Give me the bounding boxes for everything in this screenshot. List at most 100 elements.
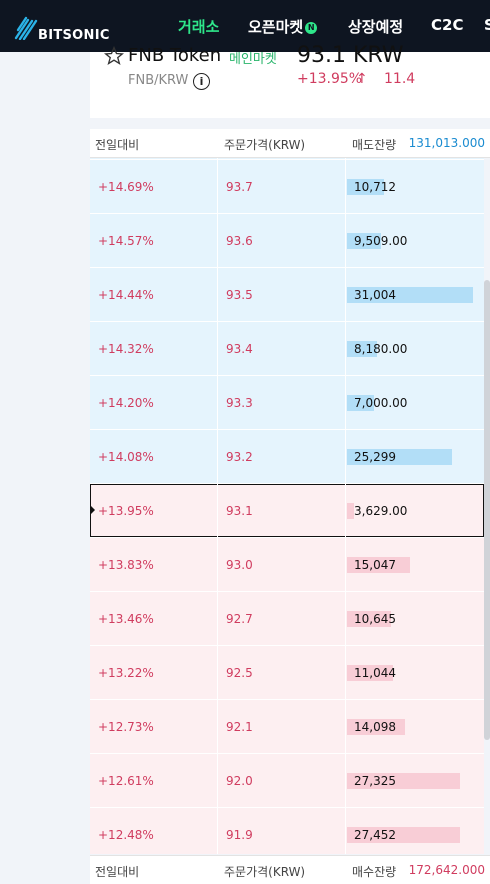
orderbook-row[interactable]: +12.61% 92.0 27,325 bbox=[90, 754, 484, 808]
volume-cell[interactable]: 7,000.00 bbox=[346, 376, 484, 429]
price-cell[interactable]: 93.3 bbox=[218, 376, 346, 429]
price-cell[interactable]: 92.5 bbox=[218, 646, 346, 699]
price-cell[interactable]: 93.0 bbox=[218, 538, 346, 591]
orderbook-header: 전일대비 주문가격(KRW) 매도잔량 131,013.000 bbox=[90, 129, 490, 158]
volume-value: 27,325 bbox=[354, 774, 396, 788]
orderbook-row[interactable]: +14.32% 93.4 8,180.00 bbox=[90, 322, 484, 376]
volume-cell[interactable]: 14,098 bbox=[346, 700, 484, 753]
volume-bar bbox=[347, 557, 410, 573]
orderbook-row[interactable]: +13.83% 93.0 15,047 bbox=[90, 538, 484, 592]
volume-cell[interactable]: 27,325 bbox=[346, 754, 484, 807]
change-percent-value: +14.32% bbox=[98, 342, 154, 356]
volume-cell[interactable]: 31,004 bbox=[346, 268, 484, 321]
order-price-value: 92.7 bbox=[226, 612, 253, 626]
orderbook-row[interactable]: +14.81%93.84,655.00 bbox=[90, 158, 484, 160]
volume-bar bbox=[347, 611, 391, 627]
volume-cell[interactable]: 8,180.00 bbox=[346, 322, 484, 375]
nav-item-open-market[interactable]: 오픈마켓 N bbox=[248, 16, 318, 37]
volume-bar bbox=[347, 233, 381, 249]
volume-cell[interactable]: 4,655.00 bbox=[346, 158, 484, 159]
volume-bar bbox=[347, 503, 354, 519]
volume-bar bbox=[347, 665, 393, 681]
volume-cell[interactable]: 10,712 bbox=[346, 160, 484, 213]
bitsonic-logo[interactable]: BITSONIC bbox=[14, 12, 109, 43]
volume-cell[interactable]: 10,645 bbox=[346, 592, 484, 645]
change-cell: +12.61% bbox=[90, 754, 218, 807]
order-price-value: 92.5 bbox=[226, 666, 253, 680]
change-percent-value: +13.95% bbox=[98, 504, 154, 518]
orderbook-row[interactable]: +12.73% 92.1 14,098 bbox=[90, 700, 484, 754]
volume-cell[interactable]: 27,452 bbox=[346, 808, 484, 854]
volume-cell[interactable]: 11,044 bbox=[346, 646, 484, 699]
token-summary: FNB Token 메인마켓 93.1 KRW FNB/KRW i +13.95… bbox=[90, 43, 490, 118]
orderbook-row[interactable]: +14.20% 93.3 7,000.00 bbox=[90, 376, 484, 430]
volume-value: 9,509.00 bbox=[354, 234, 408, 248]
orderbook-row[interactable]: +14.44% 93.5 31,004 bbox=[90, 268, 484, 322]
price-cell[interactable]: 92.7 bbox=[218, 592, 346, 645]
change-percent: +13.95% bbox=[297, 71, 363, 87]
order-price-value: 93.6 bbox=[226, 234, 253, 248]
volume-cell[interactable]: 3,629.00 bbox=[346, 484, 484, 537]
order-price-value: 93.5 bbox=[226, 288, 253, 302]
price-cell[interactable]: 93.6 bbox=[218, 214, 346, 267]
orderbook-row[interactable]: +14.57% 93.6 9,509.00 bbox=[90, 214, 484, 268]
favorite-star-icon[interactable] bbox=[103, 45, 125, 70]
change-percent-value: +12.48% bbox=[98, 828, 154, 842]
bitsonic-logo-icon bbox=[14, 16, 38, 40]
change-percent-value: +14.44% bbox=[98, 288, 154, 302]
change-percent-value: +13.22% bbox=[98, 666, 154, 680]
volume-bar bbox=[347, 179, 384, 195]
orderbook-rows[interactable]: +14.81%93.84,655.00+14.69%93.710,712+14.… bbox=[90, 158, 484, 854]
market-label: 메인마켓 bbox=[229, 52, 277, 67]
change-cell: +14.57% bbox=[90, 214, 218, 267]
orderbook-row[interactable]: +12.48% 91.9 27,452 bbox=[90, 808, 484, 854]
volume-bar bbox=[347, 449, 452, 465]
price-cell[interactable]: 93.5 bbox=[218, 268, 346, 321]
nav-item-exchange[interactable]: 거래소 bbox=[178, 18, 220, 36]
change-percent-value: +14.69% bbox=[98, 180, 154, 194]
change-cell: +14.20% bbox=[90, 376, 218, 429]
nav-item-upcoming-listing[interactable]: 상장예정 bbox=[348, 18, 404, 36]
footer-bid-volume-label: 매수잔량 bbox=[352, 865, 397, 879]
change-cell: +13.46% bbox=[90, 592, 218, 645]
price-cell[interactable]: 93.8 bbox=[218, 158, 346, 159]
price-cell[interactable]: 93.7 bbox=[218, 160, 346, 213]
price-cell[interactable]: 92.0 bbox=[218, 754, 346, 807]
volume-value: 31,004 bbox=[354, 288, 396, 302]
volume-bar bbox=[347, 827, 460, 843]
price-cell[interactable]: 93.4 bbox=[218, 322, 346, 375]
price-cell[interactable]: 92.1 bbox=[218, 700, 346, 753]
orderbook-footer: 전일대비 주문가격(KRW) 매수잔량 172,642.000 bbox=[90, 855, 490, 884]
order-price-value: 93.4 bbox=[226, 342, 253, 356]
orderbook-row[interactable]: +14.08% 93.2 25,299 bbox=[90, 430, 484, 484]
volume-cell[interactable]: 15,047 bbox=[346, 538, 484, 591]
orderbook-row[interactable]: +13.46% 92.7 10,645 bbox=[90, 592, 484, 646]
current-price: 93.1 KRW bbox=[297, 43, 404, 68]
nav-item-more[interactable]: S bbox=[484, 16, 490, 34]
info-icon[interactable]: i bbox=[193, 73, 210, 90]
top-navigation: BITSONIC 거래소 오픈마켓 N 상장예정 C2C S bbox=[0, 0, 490, 52]
change-percent-value: +13.46% bbox=[98, 612, 154, 626]
volume-cell[interactable]: 25,299 bbox=[346, 430, 484, 483]
orderbook-row[interactable]: +13.22% 92.5 11,044 bbox=[90, 646, 484, 700]
orderbook-row[interactable]: +14.69% 93.7 10,712 bbox=[90, 160, 484, 214]
change-cell: +14.69% bbox=[90, 160, 218, 213]
change-cell: +13.22% bbox=[90, 646, 218, 699]
volume-value: 7,000.00 bbox=[354, 396, 408, 410]
price-cell[interactable]: 93.2 bbox=[218, 430, 346, 483]
change-cell: +14.81% bbox=[90, 158, 218, 159]
trading-pair: FNB/KRW bbox=[128, 73, 189, 88]
scrollbar[interactable] bbox=[484, 280, 490, 740]
brand-name: BITSONIC bbox=[38, 28, 110, 43]
order-price-value: 93.2 bbox=[226, 450, 253, 464]
volume-bar bbox=[347, 719, 405, 735]
nav-item-c2c[interactable]: C2C bbox=[431, 16, 464, 34]
price-cell[interactable]: 93.1 bbox=[218, 484, 346, 537]
ask-total: 131,013.000 bbox=[408, 136, 485, 150]
volume-cell[interactable]: 9,509.00 bbox=[346, 214, 484, 267]
change-percent-value: +12.73% bbox=[98, 720, 154, 734]
price-cell[interactable]: 91.9 bbox=[218, 808, 346, 854]
order-price-value: 93.3 bbox=[226, 396, 253, 410]
change-percent-value: +12.61% bbox=[98, 774, 154, 788]
orderbook-row-current[interactable]: +13.95% 93.1 3,629.00 bbox=[90, 484, 484, 538]
